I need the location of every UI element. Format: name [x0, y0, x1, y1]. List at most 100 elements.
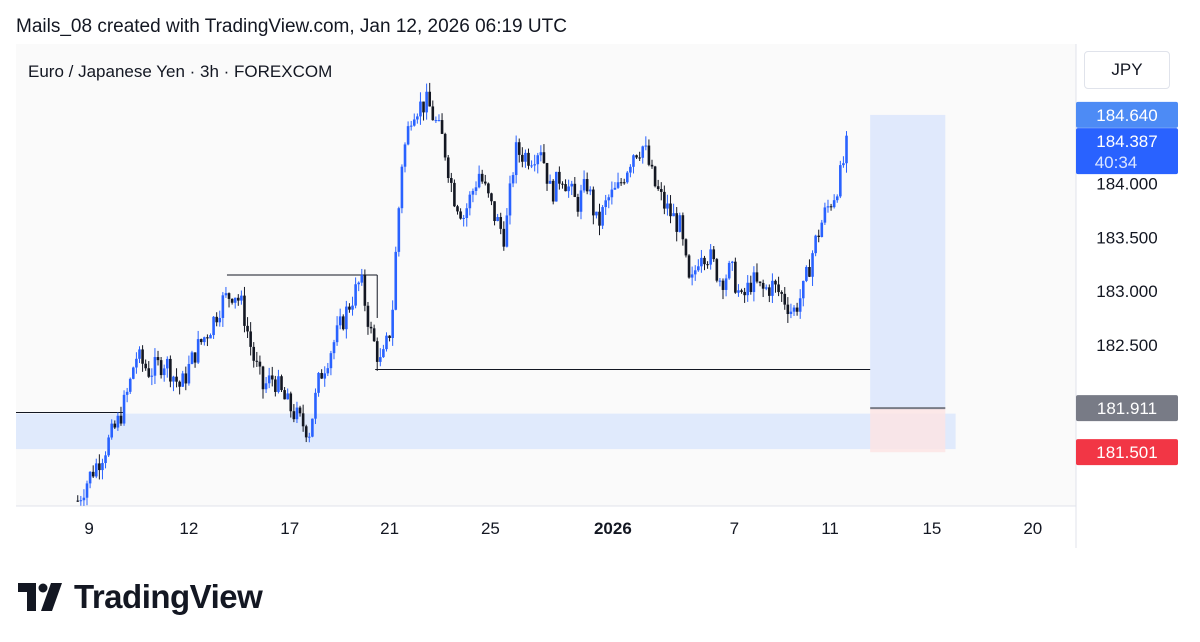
candle-body: [193, 352, 197, 363]
candle-body: [734, 261, 737, 293]
candle-body: [258, 361, 262, 367]
candle: [249, 322, 252, 356]
candle: [203, 336, 206, 346]
candle: [224, 286, 228, 298]
candle: [400, 164, 404, 214]
candle: [369, 321, 373, 334]
candle-body: [218, 317, 222, 323]
candle: [774, 279, 777, 293]
candle: [626, 170, 629, 184]
candle: [801, 280, 805, 307]
candle-body: [298, 407, 302, 414]
candle-body: [153, 357, 157, 376]
candle-body: [82, 497, 86, 501]
candle: [635, 154, 638, 160]
candle-body: [687, 255, 691, 278]
candle-body: [514, 142, 518, 176]
candle: [832, 194, 836, 209]
candle: [172, 375, 175, 392]
candle-body: [147, 368, 151, 377]
candle: [567, 179, 570, 198]
candle: [724, 274, 728, 297]
candle: [511, 172, 515, 188]
candle-body: [570, 183, 574, 187]
candle: [236, 294, 240, 306]
candle: [700, 249, 703, 273]
candle-body: [471, 190, 475, 195]
candle-body: [527, 152, 530, 166]
candle-body: [672, 213, 675, 217]
candle-body: [755, 272, 759, 282]
candle-body: [635, 155, 638, 158]
candle: [786, 297, 790, 323]
candle-body: [490, 193, 493, 202]
candle-body: [740, 290, 743, 292]
candle: [727, 260, 731, 280]
candle: [616, 172, 620, 189]
currency-button[interactable]: JPY: [1084, 51, 1170, 89]
candle-body: [150, 375, 154, 377]
candle: [156, 350, 160, 366]
candle: [79, 495, 83, 506]
candle-body: [551, 180, 555, 202]
candle: [706, 261, 709, 269]
time-tick-label: 7: [730, 519, 739, 538]
candle: [85, 480, 89, 506]
candle: [610, 181, 614, 205]
candle-body: [144, 363, 147, 369]
target-zone: [870, 114, 946, 409]
price-tick-label: 182.500: [1096, 336, 1157, 355]
price-tick-label: 183.500: [1096, 228, 1157, 247]
candle: [443, 132, 447, 161]
candle-body: [443, 133, 447, 158]
candle-body: [212, 316, 215, 336]
candle: [76, 495, 80, 502]
candle-body: [113, 423, 117, 428]
candle-body: [721, 280, 725, 290]
candle: [304, 424, 308, 443]
candle: [487, 182, 490, 198]
candle-body: [690, 274, 694, 278]
candle-body: [264, 383, 268, 390]
candle-body: [483, 181, 487, 184]
candle: [255, 351, 259, 367]
candle-body: [644, 145, 648, 147]
candle: [212, 316, 215, 339]
candle: [527, 148, 530, 170]
candle-body: [801, 280, 805, 299]
candle: [746, 275, 750, 302]
candle-body: [450, 178, 453, 183]
candle: [554, 171, 558, 202]
candle-body: [629, 166, 632, 173]
candle: [91, 465, 95, 478]
candle-body: [761, 282, 765, 289]
candle: [530, 160, 533, 169]
candle-body: [175, 376, 178, 382]
candle-body: [626, 172, 629, 183]
candle: [629, 164, 632, 178]
candle: [817, 229, 821, 243]
candle: [270, 366, 274, 387]
candle-body: [434, 120, 438, 122]
candle: [165, 356, 169, 378]
candle-body: [227, 293, 231, 299]
candle-body: [502, 228, 506, 247]
candle: [536, 152, 540, 174]
candle-body: [675, 213, 678, 232]
price-tick-label: 183.000: [1096, 282, 1157, 301]
candle: [181, 370, 185, 387]
candle-body: [774, 280, 777, 285]
candle: [199, 338, 203, 345]
candle: [422, 101, 425, 121]
candle-body: [419, 101, 422, 117]
candle: [98, 454, 101, 480]
candle: [416, 113, 419, 124]
candle: [264, 376, 268, 394]
demand-zone: [16, 413, 956, 450]
candle-body: [743, 291, 746, 296]
target-price-text: 184.640: [1096, 106, 1157, 125]
candle-body: [487, 183, 490, 194]
candle: [823, 202, 827, 225]
time-tick-label: 9: [84, 519, 93, 538]
